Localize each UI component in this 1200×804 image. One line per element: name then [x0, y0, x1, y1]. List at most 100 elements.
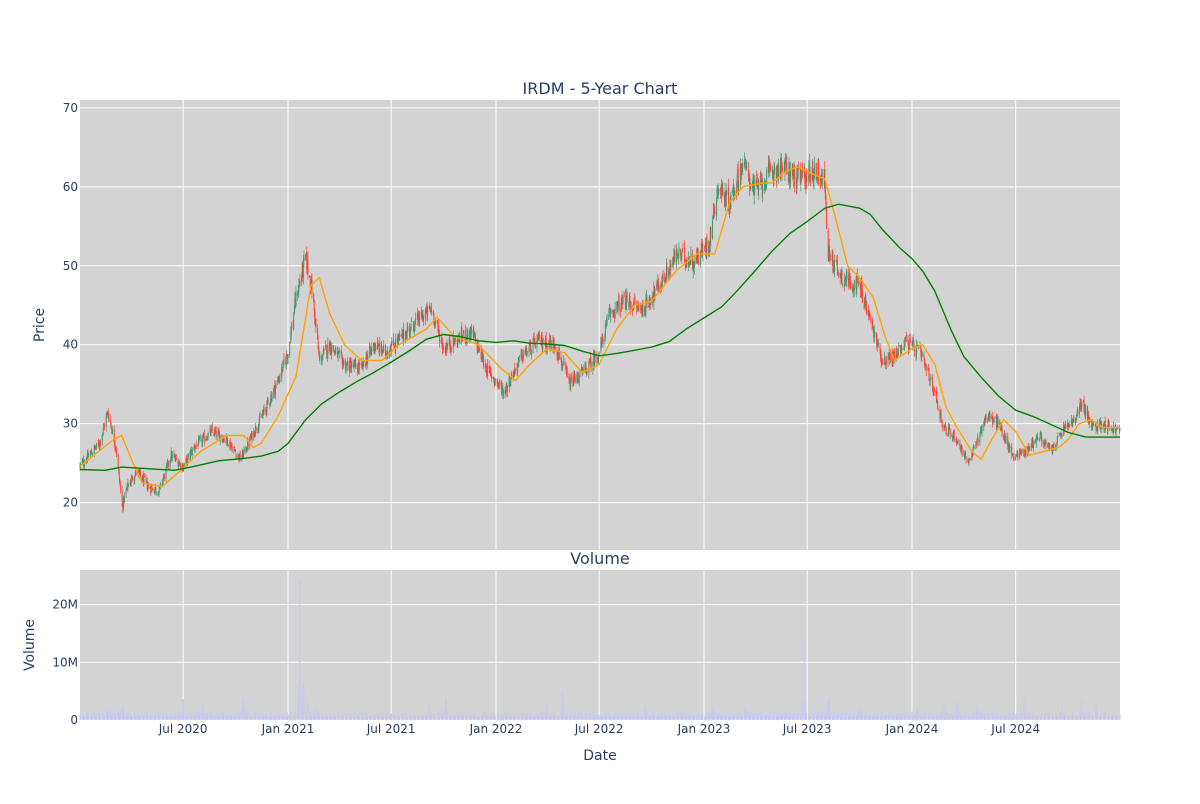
candlestick-body: [1047, 444, 1049, 446]
candlestick-body: [594, 354, 596, 359]
volume-bar: [476, 716, 478, 720]
volume-bar: [924, 711, 926, 720]
volume-bar: [461, 711, 463, 720]
volume-bar: [127, 715, 129, 720]
candlestick-body: [566, 371, 568, 376]
volume-bar: [291, 716, 293, 720]
volume-bar: [948, 714, 950, 720]
candlestick-body: [681, 252, 683, 257]
volume-bar: [836, 712, 838, 720]
volume-bar: [1039, 716, 1041, 720]
candlestick-body: [1027, 445, 1029, 453]
candlestick-body: [746, 166, 748, 168]
volume-bar: [828, 697, 830, 720]
volume-bar: [658, 712, 660, 720]
volume-bar: [720, 712, 721, 720]
volume-bar: [241, 711, 243, 720]
candlestick-body: [406, 337, 408, 338]
volume-bar: [122, 712, 124, 720]
volume-bar: [697, 712, 699, 720]
volume-bar: [475, 715, 476, 720]
volume-bar: [981, 711, 982, 720]
candlestick-body: [381, 351, 383, 354]
candlestick-body: [904, 342, 906, 348]
volume-bar: [178, 711, 180, 720]
volume-bar: [251, 713, 252, 720]
volume-bar: [602, 716, 604, 720]
candlestick-body: [1007, 448, 1009, 451]
volume-bar: [644, 705, 646, 720]
volume-bar: [1043, 713, 1045, 720]
candlestick-body: [626, 292, 628, 302]
volume-bar: [470, 711, 472, 720]
candlestick-body: [514, 369, 516, 371]
volume-bar: [542, 712, 544, 720]
candlestick-body: [195, 444, 197, 446]
volume-bar: [819, 712, 821, 720]
volume-bar: [955, 712, 957, 720]
volume-bar: [85, 712, 87, 720]
price-y-tick-label: 20: [63, 496, 78, 510]
candlestick-body: [530, 343, 532, 354]
volume-bar: [745, 706, 747, 720]
candlestick-body: [183, 464, 185, 467]
candlestick-body: [968, 458, 970, 463]
candlestick-body: [1088, 419, 1090, 425]
volume-bar: [245, 716, 247, 720]
candlestick-body: [278, 379, 280, 383]
volume-bar: [266, 713, 268, 720]
candlestick-body: [853, 288, 855, 290]
volume-bar: [981, 712, 983, 720]
volume-bar: [816, 714, 818, 720]
candlestick-body: [921, 354, 923, 359]
volume-bar: [676, 711, 678, 720]
candlestick-body: [1015, 456, 1017, 460]
volume-bar: [504, 711, 506, 720]
candlestick-body: [509, 378, 511, 387]
candlestick-body: [807, 175, 809, 180]
volume-bar: [762, 715, 764, 720]
volume-bar: [246, 712, 248, 720]
candlestick-body: [331, 345, 333, 352]
candlestick-body: [1114, 424, 1116, 433]
volume-bar: [1092, 716, 1094, 720]
volume-bar: [528, 714, 530, 720]
volume-bar: [540, 711, 542, 720]
volume-bar: [179, 711, 181, 720]
volume-bar: [520, 713, 522, 720]
volume-bar: [939, 714, 941, 720]
candlestick-body: [995, 417, 997, 418]
candlestick-body: [257, 428, 259, 431]
volume-bar: [645, 712, 647, 720]
volume-bar: [838, 712, 839, 720]
candlestick-body: [86, 453, 88, 462]
candlestick-body: [1076, 414, 1078, 418]
volume-bar: [289, 713, 291, 720]
volume-bar: [905, 711, 907, 720]
candlestick-body: [665, 265, 667, 280]
candlestick-body: [569, 379, 571, 381]
candlestick-body: [1092, 423, 1094, 430]
volume-bar: [820, 713, 822, 720]
candlestick-body: [941, 420, 943, 428]
volume-bar: [114, 713, 116, 720]
volume-bar: [235, 713, 237, 720]
candlestick-body: [199, 437, 201, 439]
candlestick-body: [325, 346, 327, 347]
volume-bar: [487, 715, 488, 720]
volume-bar: [509, 711, 511, 720]
volume-bar: [231, 711, 233, 720]
volume-bar: [1003, 713, 1005, 720]
candlestick-body: [766, 169, 768, 185]
volume-bar: [868, 715, 870, 720]
volume-bar: [1007, 714, 1009, 720]
volume-bar: [885, 715, 887, 720]
candlestick-body: [251, 431, 253, 441]
volume-bar: [166, 715, 168, 720]
volume-bar: [269, 715, 271, 720]
volume-bar: [1016, 715, 1018, 720]
candlestick-body: [550, 339, 552, 344]
volume-bar: [892, 712, 894, 720]
volume-bar: [1096, 703, 1098, 720]
volume-chart-title: Volume: [570, 549, 630, 568]
